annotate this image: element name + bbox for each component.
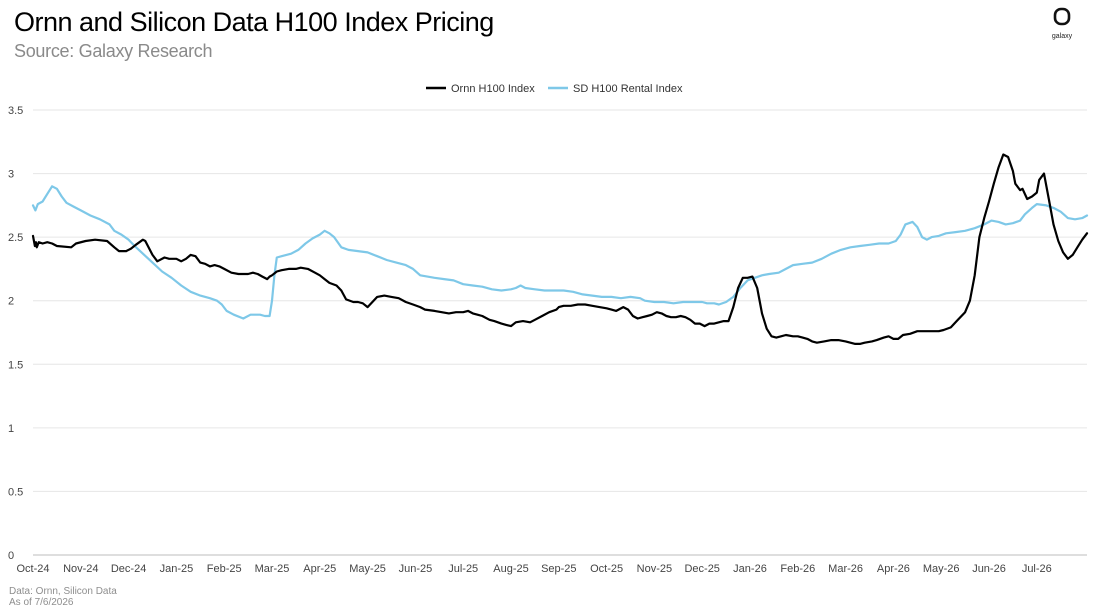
x-tick-label: Nov-24: [63, 563, 98, 575]
legend-item-sd-label: SD H100 Rental Index: [573, 83, 683, 95]
galaxy-logo: galaxy: [1050, 6, 1074, 40]
x-tick-label: May-25: [349, 563, 386, 575]
y-tick-label: 3.5: [8, 105, 23, 117]
y-axis: 0 0.5 1 1.5 2 2.5 3 3.5: [8, 105, 23, 562]
x-tick-label: Jun-26: [972, 563, 1006, 575]
x-tick-label: May-26: [923, 563, 960, 575]
legend: Ornn H100 Index SD H100 Rental Index: [426, 83, 683, 95]
x-tick-label: Apr-26: [877, 563, 910, 575]
x-tick-label: Jun-25: [399, 563, 433, 575]
y-tick-label: 1: [8, 423, 14, 435]
x-tick-label: Oct-25: [590, 563, 623, 575]
y-tick-label: 0.5: [8, 486, 23, 498]
chart-title: Ornn and Silicon Data H100 Index Pricing: [14, 7, 494, 37]
chart-subtitle: Source: Galaxy Research: [14, 41, 213, 61]
y-tick-label: 2.5: [8, 232, 23, 244]
footer-source: Data: Ornn, Silicon Data: [9, 586, 117, 597]
x-tick-label: Apr-25: [303, 563, 336, 575]
series-line-sd-h100-rental-index: [31, 185, 1089, 320]
y-tick-label: 2: [8, 296, 14, 308]
x-tick-label: Mar-26: [828, 563, 863, 575]
x-tick-label: Sep-25: [541, 563, 576, 575]
x-axis: Oct-24 Nov-24 Dec-24 Jan-25 Feb-25 Mar-25 Apr-…: [16, 563, 1051, 575]
legend-item-ornn-label: Ornn H100 Index: [451, 83, 535, 95]
x-tick-label: Jan-26: [733, 563, 767, 575]
x-tick-label: Nov-25: [637, 563, 672, 575]
x-tick-label: Mar-25: [255, 563, 290, 575]
x-tick-label: Dec-24: [111, 563, 146, 575]
x-tick-label: Jul-25: [448, 563, 478, 575]
x-tick-label: Jan-25: [160, 563, 194, 575]
galaxy-logo-text: galaxy: [1051, 33, 1073, 40]
x-tick-label: Feb-25: [207, 563, 242, 575]
y-tick-label: 0: [8, 550, 14, 562]
footer-asof: As of 7/6/2026: [9, 597, 74, 608]
x-tick-label: Aug-25: [493, 563, 528, 575]
galaxy-logo-icon: [1053, 7, 1071, 26]
series-lines: [31, 153, 1089, 345]
x-tick-label: Feb-26: [780, 563, 815, 575]
gridlines: [33, 109, 1087, 556]
x-tick-label: Oct-24: [16, 563, 49, 575]
x-tick-label: Jul-26: [1022, 563, 1052, 575]
series-line-ornn-h100-index: [31, 153, 1089, 345]
y-tick-label: 1.5: [8, 359, 23, 371]
footer-note: Data: Ornn, Silicon Data As of 7/6/2026: [9, 586, 117, 608]
x-tick-label: Dec-25: [684, 563, 719, 575]
y-tick-label: 3: [8, 169, 14, 181]
